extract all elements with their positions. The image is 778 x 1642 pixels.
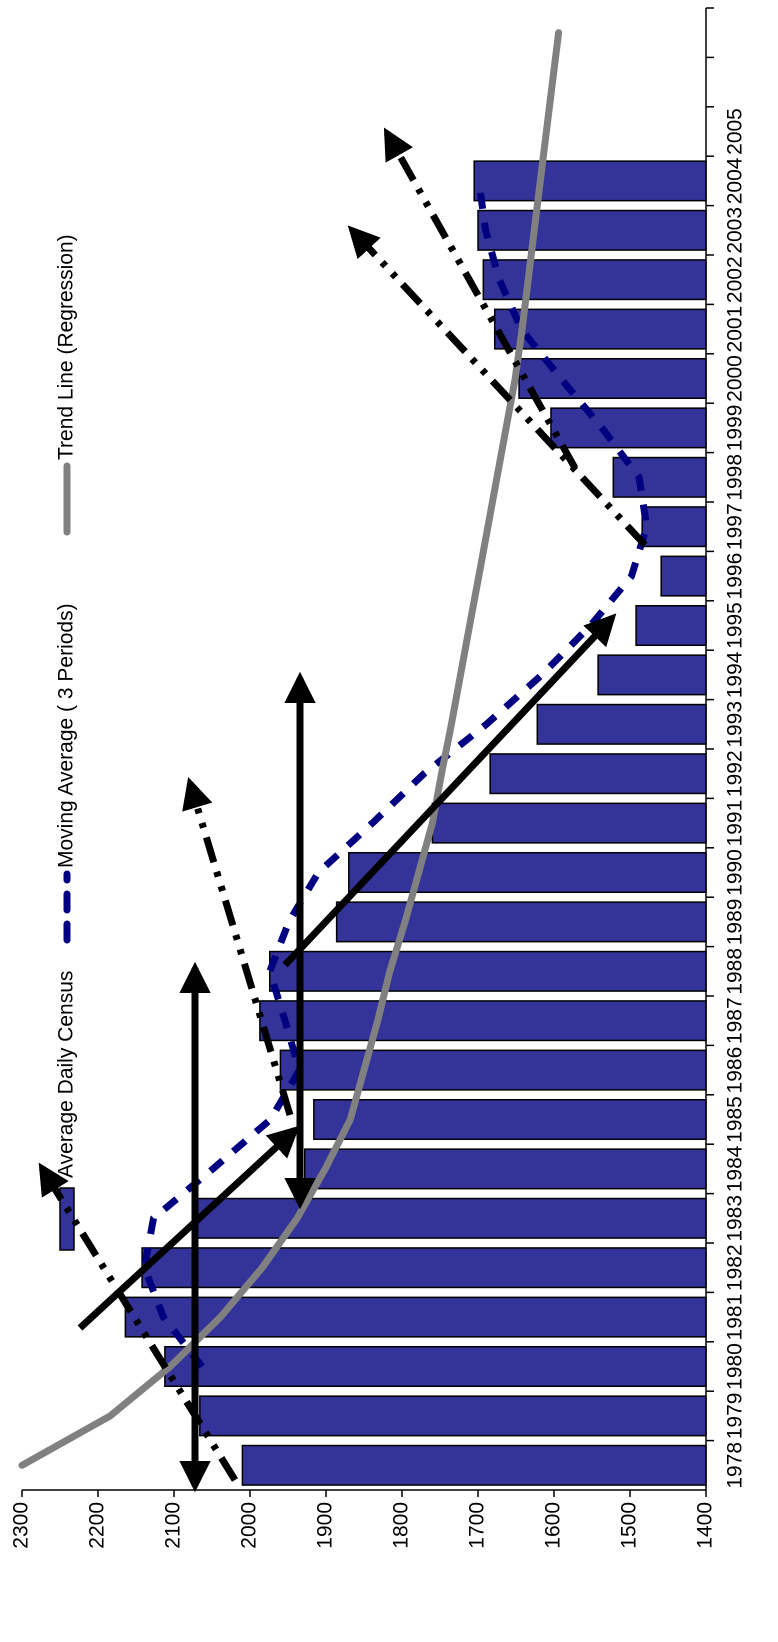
bar	[612, 456, 707, 498]
x-tick-label: 1988	[724, 948, 747, 995]
bar	[259, 1000, 707, 1042]
x-tick-label: 1982	[724, 1244, 747, 1291]
x-tick-label: 1986	[724, 1047, 747, 1094]
x-tick-label: 1998	[724, 454, 747, 501]
y-tick-label: 1700	[466, 1502, 489, 1549]
x-tick-label: 1984	[724, 1145, 747, 1192]
x-tick-label: 1997	[724, 503, 747, 550]
arrow	[38, 1162, 238, 1482]
x-tick-label: 1999	[724, 405, 747, 452]
y-tick-label: 2100	[162, 1502, 185, 1549]
y-tick-label: 1800	[390, 1502, 413, 1549]
arrow	[347, 225, 648, 548]
legend-label: Moving Average ( 3 Periods)	[55, 603, 78, 868]
y-tick-label: 2200	[86, 1502, 109, 1549]
x-tick-label: 2004	[724, 157, 747, 204]
bar	[431, 802, 707, 844]
bar	[269, 950, 707, 992]
bar	[641, 506, 707, 548]
y-tick-label: 2000	[238, 1502, 261, 1549]
x-tick-label: 1989	[724, 899, 747, 946]
bar	[335, 901, 707, 943]
x-tick-label: 2005	[724, 108, 747, 155]
x-tick-label: 1996	[724, 553, 747, 600]
arrow	[182, 776, 294, 1117]
x-tick-label: 1990	[724, 849, 747, 896]
bar	[660, 555, 707, 597]
line	[140, 180, 651, 1369]
bar	[191, 1197, 707, 1239]
legend-label: Average Daily Census	[55, 971, 78, 1178]
y-tick-label: 1900	[314, 1502, 337, 1549]
arrow	[282, 613, 617, 968]
legend-label: Trend Line (Regression)	[55, 234, 78, 460]
bar	[482, 259, 707, 301]
y-tick-label: 1600	[542, 1502, 565, 1549]
x-tick-label: 1994	[724, 651, 747, 698]
bar	[477, 209, 707, 251]
x-tick-label: 1992	[724, 750, 747, 797]
bar	[241, 1444, 707, 1486]
plot-area: 1400 1500 1600 1700 1800 1900 2000 2100 2200 2300…	[10, 7, 747, 1549]
line	[18, 29, 563, 1469]
x-tick-label: 1983	[724, 1195, 747, 1242]
x-tick-label: 1991	[724, 800, 747, 847]
x-tick-label: 2000	[724, 355, 747, 402]
bar	[473, 160, 707, 202]
x-tick-label: 2003	[724, 207, 747, 254]
bar	[348, 851, 707, 894]
x-tick-label: 1985	[724, 1096, 747, 1143]
bar	[489, 753, 707, 795]
x-tick-label: 1993	[724, 701, 747, 748]
bar	[635, 604, 707, 647]
x-tick-label: 1978	[724, 1442, 747, 1489]
x-tick-label: 2001	[724, 306, 747, 353]
bar	[141, 1247, 707, 1289]
bar	[597, 654, 707, 696]
bar	[536, 703, 707, 745]
x-tick-label: 1987	[724, 997, 747, 1044]
y-tick-label: 1500	[618, 1502, 641, 1549]
x-tick-label: 1979	[724, 1393, 747, 1440]
bar	[124, 1296, 707, 1338]
arrow	[77, 1125, 300, 1331]
bar	[164, 1345, 707, 1388]
bar	[550, 407, 707, 449]
y-tick-label: 1400	[694, 1502, 717, 1549]
y-tick-label: 2300	[10, 1502, 33, 1549]
bar	[493, 308, 707, 350]
x-tick-label: 2002	[724, 256, 747, 303]
bar	[313, 1098, 707, 1141]
bar	[199, 1395, 707, 1437]
x-tick-label: 1981	[724, 1294, 747, 1341]
x-tick-label: 1980	[724, 1343, 747, 1390]
bar	[279, 1049, 707, 1091]
bar	[303, 1148, 707, 1190]
x-tick-label: 1995	[724, 602, 747, 649]
annotation-arrows	[38, 127, 648, 1493]
